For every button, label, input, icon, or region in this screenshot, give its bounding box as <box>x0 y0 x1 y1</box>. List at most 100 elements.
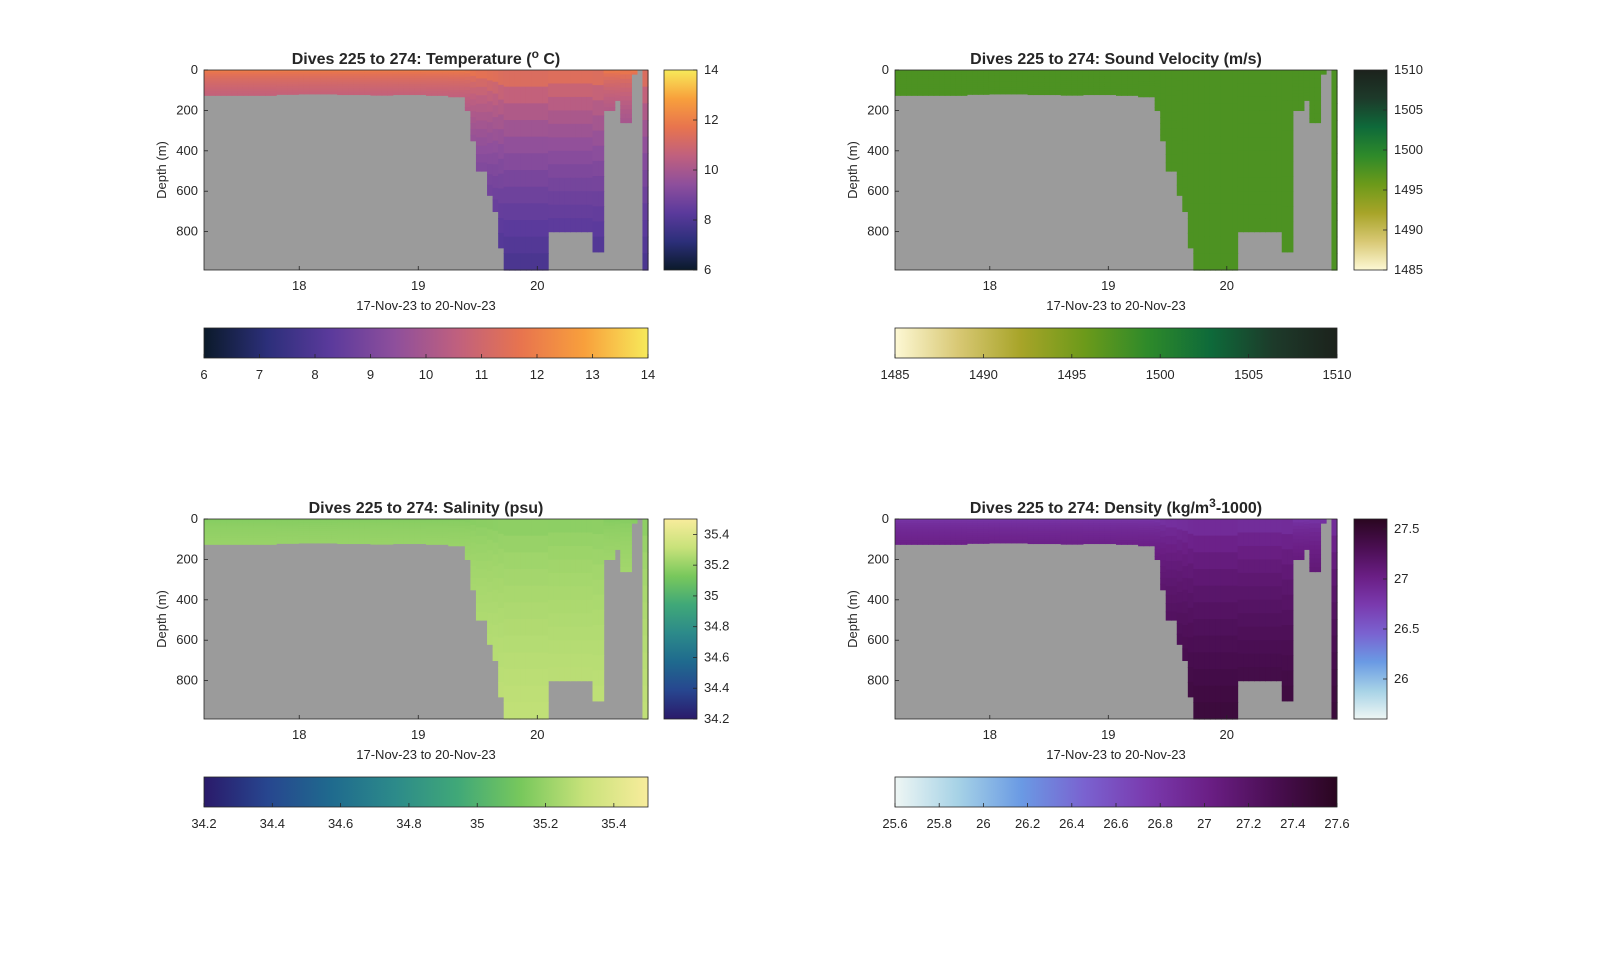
data-cell <box>226 93 233 96</box>
data-cell <box>1077 521 1084 524</box>
data-cell <box>988 89 996 93</box>
data-cell <box>453 530 460 533</box>
data-cell <box>353 86 360 89</box>
data-cell <box>1187 144 1194 160</box>
data-cell <box>614 536 621 540</box>
data-cell <box>414 537 422 540</box>
data-cell <box>1005 85 1012 89</box>
data-cell <box>226 86 233 90</box>
data-cell <box>487 111 494 123</box>
chart-title: Dives 225 to 274: Salinity (psu) <box>309 500 544 517</box>
data-cell <box>570 150 577 165</box>
data-cell <box>1303 90 1310 94</box>
data-cell <box>342 541 349 545</box>
data-cell <box>1281 236 1288 253</box>
data-cell <box>237 91 244 94</box>
data-cell <box>1093 529 1101 532</box>
data-cell <box>928 70 935 73</box>
data-cell <box>1309 78 1316 84</box>
data-cell <box>487 539 494 551</box>
data-cell <box>437 529 444 533</box>
data-cell <box>917 531 924 535</box>
data-cell <box>1314 545 1322 551</box>
data-cell <box>1082 539 1089 543</box>
data-cell <box>370 90 377 94</box>
data-cell <box>1226 103 1233 121</box>
data-cell <box>237 80 244 84</box>
data-cell <box>337 533 344 536</box>
data-cell <box>292 541 299 544</box>
data-cell <box>575 586 582 601</box>
data-cell <box>917 542 924 545</box>
data-cell <box>553 586 560 601</box>
data-cell <box>364 521 372 524</box>
data-cell <box>1171 519 1178 529</box>
data-cell <box>1110 70 1117 73</box>
data-cell <box>204 535 211 539</box>
data-cell <box>414 539 422 543</box>
data-cell <box>1143 530 1150 533</box>
data-cell <box>1071 541 1078 545</box>
data-cell <box>548 667 555 682</box>
data-cell <box>966 90 973 93</box>
data-cell <box>248 80 255 84</box>
data-cell <box>298 87 305 91</box>
data-cell <box>509 569 516 587</box>
data-cell <box>1143 525 1150 529</box>
data-cell <box>1215 120 1222 138</box>
data-cell <box>514 652 521 670</box>
data-cell <box>376 527 383 531</box>
data-cell <box>1116 533 1123 537</box>
data-cell <box>620 100 627 106</box>
data-cell <box>1110 84 1117 87</box>
h-colorbar-tick-label: 1505 <box>1234 367 1263 382</box>
data-cell <box>1171 95 1178 105</box>
data-cell <box>1209 186 1217 204</box>
data-cell <box>598 685 605 702</box>
data-cell <box>1049 525 1056 528</box>
data-cell <box>481 594 488 604</box>
data-cell <box>895 93 902 96</box>
data-cell <box>1055 76 1062 79</box>
data-cell <box>253 523 261 526</box>
data-cell <box>1143 534 1150 538</box>
data-cell <box>564 640 571 655</box>
data-cell <box>348 76 355 79</box>
data-cell <box>581 191 588 206</box>
data-cell <box>215 533 222 537</box>
data-cell <box>961 70 968 73</box>
data-cell <box>609 539 616 544</box>
data-cell <box>470 536 477 544</box>
data-cell <box>248 84 255 88</box>
data-cell <box>1011 89 1018 93</box>
data-cell <box>911 91 918 94</box>
data-cell <box>1005 520 1012 524</box>
data-cell <box>1049 92 1056 96</box>
data-cell <box>1209 220 1217 238</box>
data-cell <box>1149 87 1156 91</box>
data-cell <box>1038 80 1045 83</box>
data-cell <box>448 521 455 525</box>
colorbar-tick-label: 26 <box>1394 671 1408 686</box>
data-cell <box>1044 521 1051 524</box>
data-cell <box>906 525 913 529</box>
data-cell <box>1254 218 1261 233</box>
data-cell <box>1309 113 1316 119</box>
data-cell <box>1187 667 1194 683</box>
data-cell <box>426 529 433 533</box>
data-cell <box>1110 521 1117 524</box>
data-cell <box>1022 85 1029 89</box>
data-cell <box>1093 525 1101 528</box>
data-cell <box>1309 118 1316 124</box>
data-cell <box>1314 558 1322 564</box>
data-cell <box>933 540 940 543</box>
data-cell <box>1331 153 1338 171</box>
data-cell <box>928 540 935 543</box>
data-cell <box>303 70 311 73</box>
data-cell <box>972 70 979 73</box>
data-cell <box>270 533 277 537</box>
data-cell <box>548 96 555 112</box>
data-cell <box>988 75 996 79</box>
data-cell <box>381 74 388 77</box>
data-cell <box>961 72 968 75</box>
